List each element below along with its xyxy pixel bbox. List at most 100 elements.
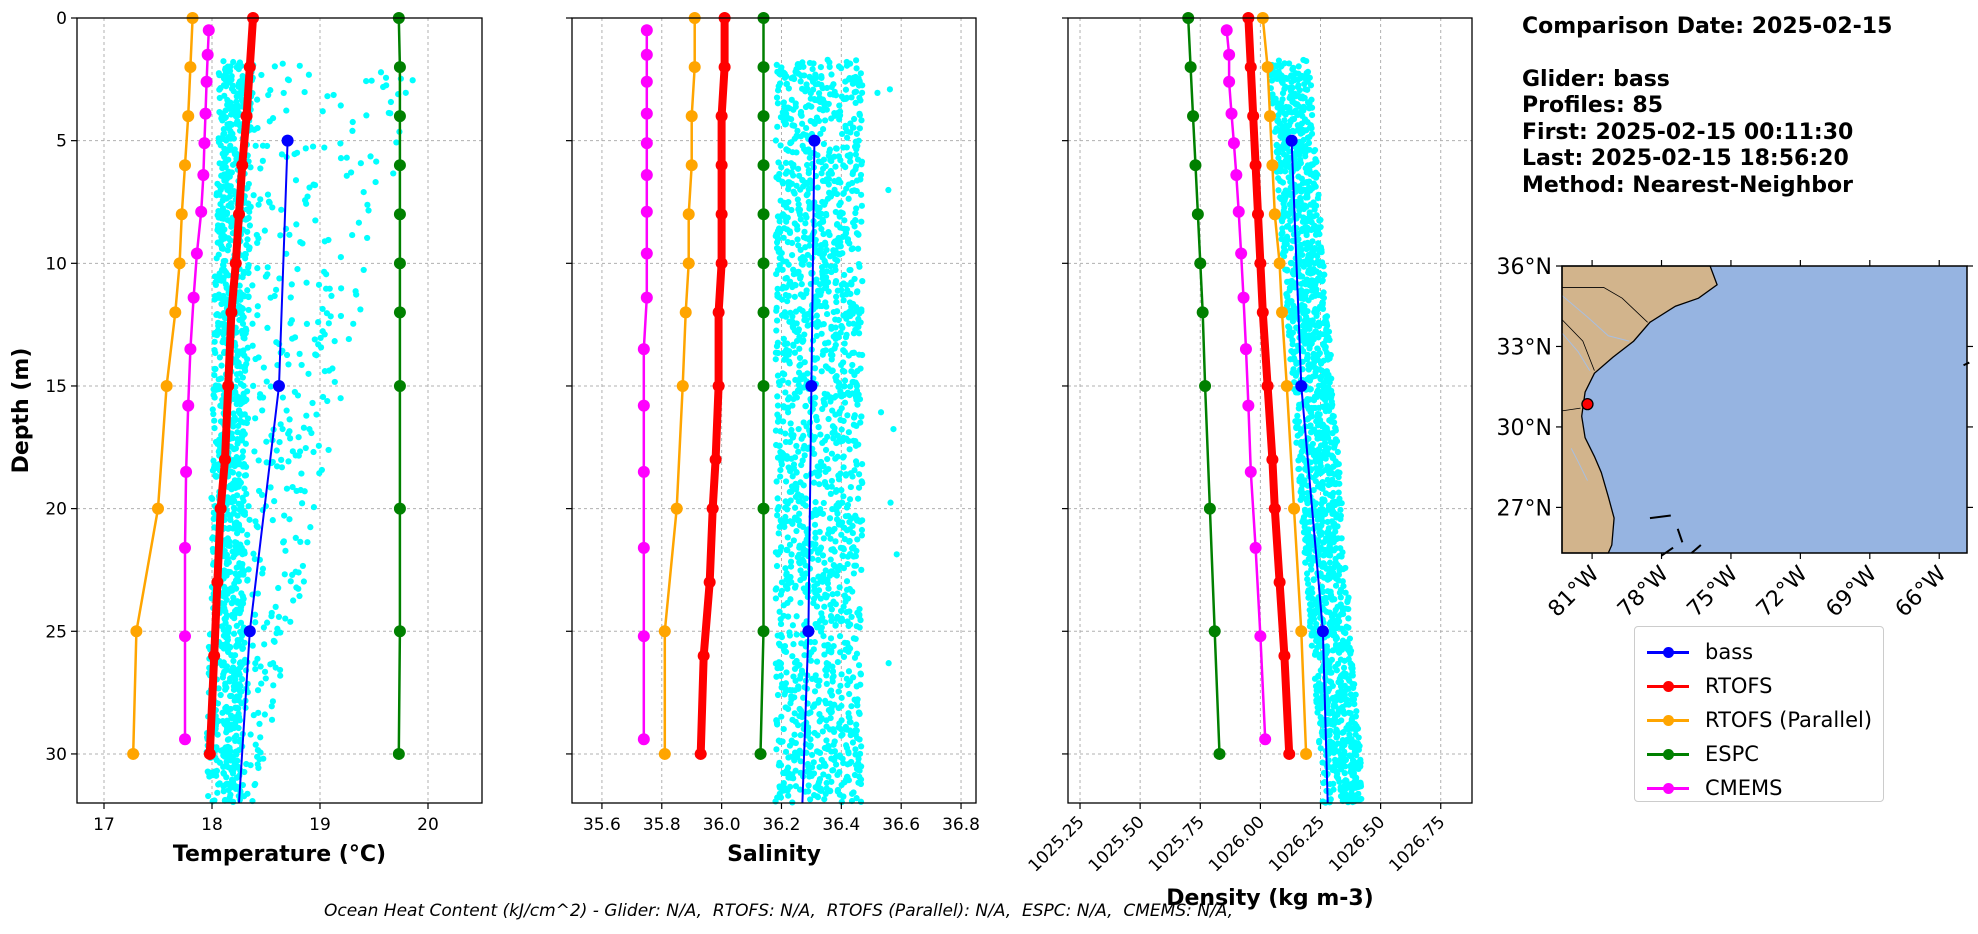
raw-scatter-point [1295, 70, 1302, 77]
raw-scatter-point [837, 607, 845, 615]
raw-scatter-point [832, 163, 839, 170]
raw-scatter-point [791, 504, 799, 511]
raw-scatter-point [847, 158, 854, 165]
raw-scatter-point [1318, 259, 1326, 266]
raw-scatter-point [776, 783, 783, 790]
raw-scatter-point [837, 682, 844, 689]
raw-scatter-point [773, 174, 780, 181]
raw-scatter-point [775, 349, 782, 357]
raw-scatter-point [806, 261, 813, 268]
raw-scatter-point [1327, 545, 1334, 552]
raw-scatter-point [826, 515, 834, 522]
raw-scatter-point [820, 140, 827, 148]
raw-scatter-point [800, 234, 808, 241]
raw-scatter-point [780, 725, 787, 733]
raw-scatter-point [791, 694, 798, 701]
raw-scatter-point [324, 93, 331, 100]
raw-scatter-point [774, 372, 782, 379]
raw-scatter-point [283, 250, 290, 257]
raw-scatter-point [1331, 480, 1338, 488]
raw-scatter-point [838, 531, 845, 538]
raw-scatter-point [1307, 591, 1314, 598]
raw-scatter-point [225, 511, 232, 518]
raw-scatter-point [832, 92, 840, 99]
raw-scatter-point [836, 410, 843, 417]
raw-scatter-point [331, 378, 338, 386]
raw-scatter-point [1345, 594, 1352, 601]
raw-scatter-point [811, 792, 818, 799]
raw-scatter-point [781, 371, 788, 378]
raw-scatter-point [1355, 762, 1362, 769]
raw-scatter-point [800, 432, 807, 439]
raw-scatter-point [851, 412, 858, 419]
raw-scatter-point [215, 685, 222, 692]
raw-scatter-point [828, 617, 835, 625]
raw-scatter-point [251, 556, 258, 563]
raw-scatter-point [219, 709, 226, 716]
raw-scatter-point [272, 286, 280, 293]
raw-scatter-point [337, 253, 344, 261]
raw-scatter-point [828, 450, 836, 457]
raw-scatter-point [816, 749, 824, 756]
raw-scatter-point [840, 297, 847, 304]
raw-scatter-point [814, 184, 821, 191]
raw-scatter-point [821, 117, 829, 124]
raw-scatter-point [1310, 180, 1317, 187]
raw-scatter-point [798, 667, 806, 674]
raw-scatter-point [1282, 168, 1289, 175]
raw-scatter-point [1312, 322, 1319, 329]
raw-scatter-point [824, 455, 831, 463]
raw-scatter-point [843, 744, 851, 752]
raw-scatter-point [784, 599, 791, 607]
raw-scatter-point [240, 419, 247, 426]
raw-scatter-point [811, 365, 819, 372]
raw-scatter-point [819, 85, 826, 92]
raw-scatter-point [809, 65, 816, 73]
raw-scatter-point [785, 404, 792, 411]
raw-scatter-point [854, 702, 861, 709]
series-point [243, 61, 256, 74]
raw-scatter-point [239, 374, 246, 381]
raw-scatter-point [827, 687, 835, 694]
series-point [637, 343, 650, 356]
raw-scatter-point [220, 292, 227, 300]
raw-scatter-point [799, 176, 806, 184]
raw-scatter-point [241, 335, 248, 342]
raw-scatter-point [1339, 744, 1346, 752]
raw-scatter-point [1313, 352, 1320, 359]
raw-scatter-point [1301, 75, 1308, 82]
raw-scatter-point [267, 383, 274, 390]
raw-scatter-point [790, 775, 797, 782]
series-point [393, 208, 406, 221]
raw-scatter-point [239, 448, 247, 455]
raw-scatter-point [836, 102, 843, 109]
raw-scatter-point [315, 341, 322, 348]
raw-scatter-point [304, 193, 311, 200]
raw-scatter-point [790, 74, 797, 81]
raw-scatter-point [784, 547, 791, 554]
raw-scatter-point [246, 516, 253, 523]
raw-scatter-point [1319, 518, 1326, 525]
raw-scatter-point [828, 692, 836, 699]
raw-scatter-point [807, 796, 814, 803]
raw-scatter-point [257, 749, 264, 756]
raw-scatter-point [804, 760, 811, 768]
raw-scatter-point [834, 109, 842, 116]
raw-scatter-point [818, 225, 825, 233]
raw-scatter-point [827, 787, 834, 794]
raw-scatter-point [235, 422, 242, 430]
raw-scatter-point [1324, 476, 1331, 483]
raw-scatter-point [789, 122, 796, 129]
raw-scatter-point [231, 477, 238, 484]
raw-scatter-point [812, 71, 819, 78]
raw-scatter-point [805, 235, 813, 242]
raw-scatter-point [241, 511, 249, 518]
raw-scatter-point [219, 674, 226, 681]
raw-scatter-point [784, 168, 791, 175]
raw-scatter-point [236, 282, 243, 289]
raw-scatter-point [1285, 60, 1293, 67]
raw-scatter-point [225, 484, 232, 491]
raw-scatter-point [282, 547, 289, 554]
raw-scatter-point [1308, 130, 1316, 137]
series-point [658, 747, 671, 760]
